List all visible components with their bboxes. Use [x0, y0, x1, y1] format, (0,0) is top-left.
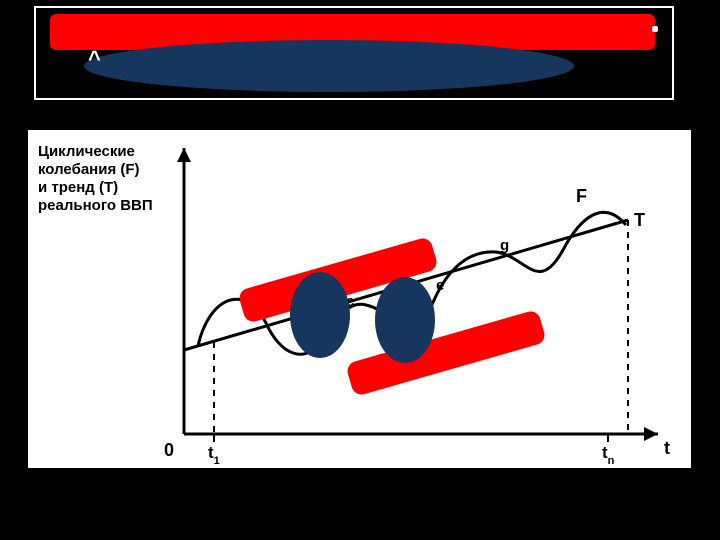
- chart-panel: 0 t Циклическиеколебания (F)и тренд (T)реа…: [28, 130, 691, 468]
- y-axis-label-line: колебания (F): [38, 161, 140, 178]
- top-period-dot: [652, 26, 658, 32]
- x-axis-label: t: [664, 438, 670, 458]
- chart-svg: 0 t Циклическиеколебания (F)и тренд (T)реа…: [28, 130, 691, 468]
- x-tick-label: t1: [208, 443, 220, 467]
- curve-label-F: F: [576, 186, 587, 206]
- x-axis-arrow: [644, 427, 658, 441]
- origin-label: 0: [164, 440, 174, 460]
- y-axis-label-line: и тренд (T): [38, 179, 118, 196]
- point-label-g: g: [500, 237, 509, 254]
- y-axis-label-line: Циклические: [38, 143, 135, 160]
- point-label-e: e: [436, 277, 444, 294]
- y-axis-arrow: [177, 148, 191, 162]
- page-root: ^ 0 t Циклическиеколебания (F)и тренд (T)р…: [0, 0, 720, 540]
- x-tick-label: tn: [602, 443, 615, 467]
- overlay-navy-ellipse-1: [290, 272, 350, 358]
- y-axis-label-line: реального ВВП: [38, 197, 153, 214]
- top-navy-ellipse: [84, 40, 574, 92]
- trend-label: T: [634, 210, 645, 230]
- overlay-navy-ellipse-2: [375, 277, 435, 363]
- top-caret: ^: [88, 46, 101, 72]
